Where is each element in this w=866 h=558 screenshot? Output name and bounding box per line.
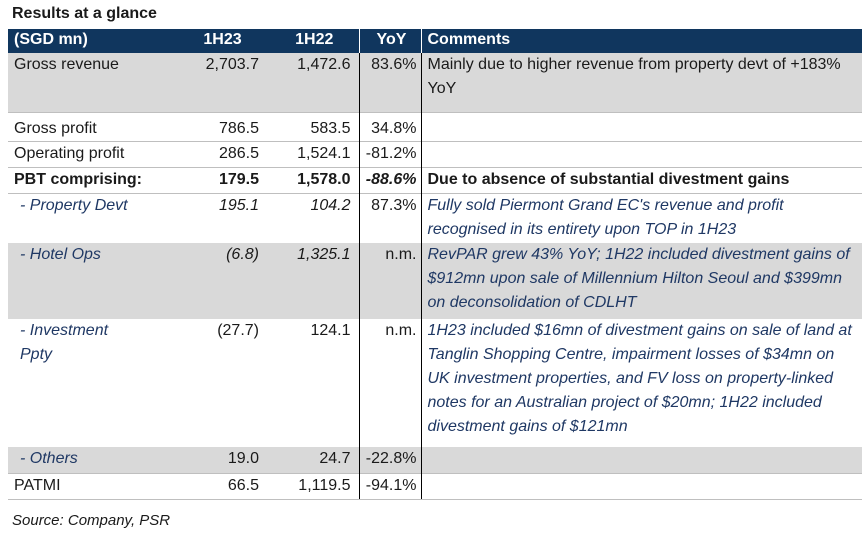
row-label: PBT comprising: — [8, 166, 175, 193]
value-1h22: 1,472.6 — [267, 53, 359, 112]
value-yoy: -94.1% — [358, 472, 422, 500]
value-1h22: 104.2 — [267, 192, 359, 243]
value-yoy: 87.3% — [358, 192, 422, 243]
header-1h22: 1H22 — [267, 29, 359, 53]
value-1h22: 24.7 — [267, 447, 359, 473]
value-yoy: -88.6% — [358, 166, 422, 193]
value-1h23: 66.5 — [175, 472, 267, 500]
table-row: Gross profit 786.5 583.5 34.8% — [8, 111, 862, 141]
table-row: Gross revenue 2,703.7 1,472.6 83.6% Main… — [8, 53, 862, 112]
header-1h23: 1H23 — [175, 29, 267, 53]
value-yoy: 83.6% — [358, 53, 422, 112]
value-1h22: 1,325.1 — [267, 243, 359, 319]
value-yoy: 34.8% — [358, 111, 422, 141]
value-yoy: n.m. — [358, 243, 422, 319]
table-row: - Others 19.0 24.7 -22.8% — [8, 447, 862, 473]
comment: Due to absence of substantial divestment… — [421, 166, 862, 193]
value-1h22: 124.1 — [310, 322, 351, 339]
value-1h23: 195.1 — [175, 192, 267, 243]
comment: RevPAR grew 43% YoY; 1H22 included dives… — [421, 243, 862, 319]
header-label: (SGD mn) — [8, 29, 175, 53]
table-title: Results at a glance — [12, 5, 157, 22]
table-row: - Property Devt 195.1 104.2 87.3% Fully … — [8, 192, 862, 243]
comment — [421, 140, 862, 167]
table-row: PATMI 66.5 1,119.5 -94.1% — [8, 472, 862, 500]
results-table: (SGD mn) 1H23 1H22 YoY Comments Gross re… — [8, 29, 862, 500]
row-label: Operating profit — [8, 140, 175, 167]
comment — [421, 447, 862, 473]
value-1h23: 786.5 — [175, 111, 267, 141]
comment: Mainly due to higher revenue from proper… — [421, 53, 862, 112]
comment: Fully sold Piermont Grand EC's revenue a… — [421, 192, 862, 243]
comment — [421, 472, 862, 500]
value-yoy: -81.2% — [358, 140, 422, 167]
source-note: Source: Company, PSR — [12, 512, 171, 529]
value-1h23: 179.5 — [175, 166, 267, 193]
value-1h23: 2,703.7 — [175, 53, 267, 112]
value-1h22: 1,578.0 — [267, 166, 359, 193]
row-label: Gross revenue — [8, 53, 175, 112]
value-yoy: -22.8% — [358, 447, 422, 473]
row-label: - Investment Ppty — [20, 322, 109, 363]
header-comments: Comments — [421, 29, 862, 53]
row-label: - Property Devt — [8, 192, 175, 243]
value-1h22: 583.5 — [267, 111, 359, 141]
header-yoy: YoY — [358, 29, 422, 53]
value-1h22: 1,524.1 — [267, 140, 359, 167]
value-yoy: n.m. — [358, 319, 422, 447]
comment: 1H23 included $16mn of divestment gains … — [427, 322, 852, 435]
row-label: Gross profit — [8, 111, 175, 141]
comment — [421, 111, 862, 141]
value-1h23: (27.7) — [217, 322, 259, 339]
table-row: - Investment Ppty (27.7) 124.1 n.m. 1H23… — [8, 319, 862, 447]
value-1h23: 286.5 — [175, 140, 267, 167]
value-1h23: (6.8) — [175, 243, 267, 319]
table-row: PBT comprising: 179.5 1,578.0 -88.6% Due… — [8, 166, 862, 193]
value-1h23: 19.0 — [175, 447, 267, 473]
row-label: - Others — [8, 447, 175, 473]
header-row: (SGD mn) 1H23 1H22 YoY Comments — [8, 29, 862, 53]
value-1h22: 1,119.5 — [267, 472, 359, 500]
row-label: PATMI — [8, 472, 175, 500]
row-label: - Hotel Ops — [8, 243, 175, 319]
table-row: - Hotel Ops (6.8) 1,325.1 n.m. RevPAR gr… — [8, 243, 862, 319]
table-row: Operating profit 286.5 1,524.1 -81.2% — [8, 140, 862, 167]
